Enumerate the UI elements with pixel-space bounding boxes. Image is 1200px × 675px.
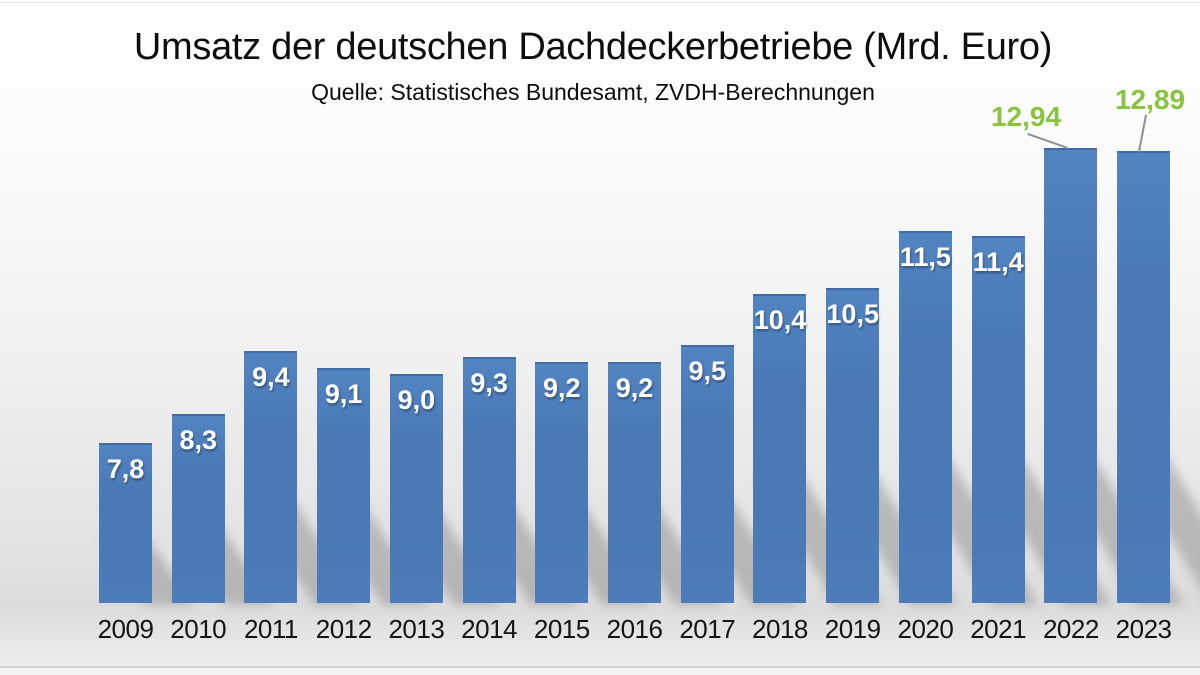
bar-2015 xyxy=(535,362,589,603)
bar-2012 xyxy=(317,368,371,603)
bar-value-label-2019: 10,5 xyxy=(826,298,879,329)
x-axis-label-2009: 2009 xyxy=(97,614,154,644)
bar-value-label-2012: 9,1 xyxy=(324,379,363,410)
x-axis-label-2013: 2013 xyxy=(388,614,445,644)
x-axis-label-2019: 2019 xyxy=(824,614,881,644)
top-hairline xyxy=(0,2,1200,3)
bottom-divider-line xyxy=(0,666,1200,668)
bar-value-label-2013: 9,0 xyxy=(397,384,436,415)
chart-subtitle: Quelle: Statistisches Bundesamt, ZVDH-Be… xyxy=(311,79,875,105)
callout-label-2022: 12,94 xyxy=(990,101,1062,132)
bar-2019 xyxy=(826,287,880,603)
bottom-strip xyxy=(0,668,1200,675)
bar-value-label-2010: 8,3 xyxy=(179,424,217,455)
bar-value-label-2009: 7,8 xyxy=(106,453,145,484)
x-axis-label-2021: 2021 xyxy=(970,614,1027,644)
callout-label-2023: 12,89 xyxy=(1114,84,1186,115)
x-axis-label-2015: 2015 xyxy=(533,614,590,644)
bar-value-label-2020: 11,5 xyxy=(899,241,951,272)
chart-title: Umsatz der deutschen Dachdeckerbetriebe … xyxy=(133,26,1053,68)
bar-2017 xyxy=(680,345,734,603)
bar-2009 xyxy=(99,442,152,603)
bar-value-label-2011: 9,4 xyxy=(252,361,290,392)
x-axis-label-2014: 2014 xyxy=(461,614,518,644)
bar-2016 xyxy=(608,362,662,603)
bar-2021 xyxy=(971,236,1025,603)
bar-2014 xyxy=(462,356,516,603)
x-axis-label-2017: 2017 xyxy=(679,614,736,644)
x-axis-label-2018: 2018 xyxy=(752,614,808,644)
bar-value-label-2015: 9,2 xyxy=(543,373,581,404)
bar-2023 xyxy=(1117,150,1171,603)
x-axis-label-2011: 2011 xyxy=(243,614,298,644)
bar-2018 xyxy=(753,293,807,603)
bar-2010 xyxy=(171,413,225,603)
bar-2020 xyxy=(898,230,952,603)
bar-value-label-2021: 11,4 xyxy=(972,247,1024,278)
bar-value-label-2017: 9,5 xyxy=(688,356,727,387)
bar-value-label-2016: 9,2 xyxy=(615,373,654,404)
x-axis-label-2016: 2016 xyxy=(606,614,663,644)
bar-2022 xyxy=(1044,148,1098,603)
bar-value-label-2014: 9,3 xyxy=(470,367,508,398)
x-axis-label-2022: 2022 xyxy=(1042,614,1099,644)
x-axis-label-2020: 2020 xyxy=(897,614,954,644)
x-axis-label-2023: 2023 xyxy=(1115,614,1172,644)
bar-2013 xyxy=(389,373,443,603)
bar-value-label-2018: 10,4 xyxy=(753,304,807,335)
x-axis-label-2010: 2010 xyxy=(170,614,227,644)
bar-2011 xyxy=(244,350,298,603)
x-axis-label-2012: 2012 xyxy=(315,614,372,644)
